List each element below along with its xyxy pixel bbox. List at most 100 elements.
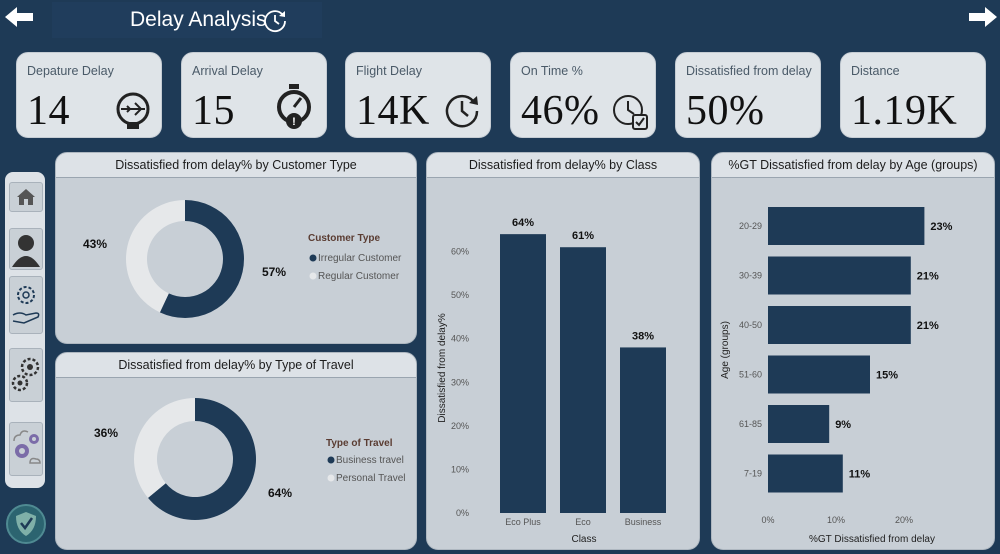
y-tick-label: 7-19 <box>744 469 762 479</box>
bar-value-label: 61% <box>572 230 594 242</box>
nav-cloud-gears-button[interactable] <box>9 422 43 476</box>
hbar-0 <box>768 207 925 245</box>
hbar-chart-age: 23% 20-29 21% 30-39 21% 40-50 15% 51-60 9% 61-85 1… <box>720 207 953 545</box>
legend-marker-business <box>327 456 335 464</box>
y-tick-label: 61-85 <box>739 419 762 429</box>
y-tick-label: 51-60 <box>739 370 762 380</box>
donut-slice-0 <box>159 200 244 318</box>
bar-1 <box>560 247 606 513</box>
bar-value-label: 9% <box>835 419 851 431</box>
bar-value-label: 38% <box>632 330 654 342</box>
legend-item: Personal Travel <box>336 473 405 484</box>
kpi-card-distance: Distance 1.19K <box>840 52 986 138</box>
donut-slice-0 <box>147 398 256 520</box>
bar-value-label: 64% <box>512 217 534 229</box>
svg-text:!: ! <box>292 116 296 128</box>
x-tick-label: Eco Plus <box>505 517 541 527</box>
bar-0 <box>500 234 546 513</box>
panel-class: Dissatisfied from delay% by Class 0% 10% 2… <box>426 152 700 550</box>
donut-chart-customer-type: Customer Type Irregular Customer Regular… <box>83 200 402 318</box>
kpi-label: Depature Delay <box>27 64 114 78</box>
legend-item: Business travel <box>336 455 404 466</box>
kpi-value: 50% <box>686 88 765 134</box>
legend-marker-regular <box>309 272 317 280</box>
clock-refresh-icon <box>445 94 479 128</box>
slice-label: 36% <box>94 426 118 440</box>
slice-label: 57% <box>262 265 286 279</box>
x-tick-label: Business <box>625 517 662 527</box>
page-title: Delay Analysis <box>130 8 267 31</box>
shield-logo-icon <box>6 504 46 544</box>
panel-customer-type: Dissatisfied from delay% by Customer Typ… <box>55 152 417 344</box>
hbar-1 <box>768 256 911 295</box>
kpi-label: Dissatisfied from delay <box>686 64 812 78</box>
x-axis-label: %GT Dissatisfied from delay <box>809 534 935 545</box>
forward-arrow-icon[interactable] <box>968 6 998 28</box>
nav-profile-button[interactable] <box>9 228 43 270</box>
kpi-value: 1.19K <box>851 88 958 134</box>
x-tick-label: 10% <box>827 515 845 525</box>
kpi-value: 15 <box>192 88 235 134</box>
kpi-card-arrival-delay: Arrival Delay 15 ! <box>181 52 327 138</box>
clock-refresh-icon <box>264 10 286 33</box>
y-tick-label: 20% <box>451 421 469 431</box>
bar-value-label: 11% <box>849 469 871 481</box>
hbar-4 <box>768 405 830 443</box>
legend-title: Customer Type <box>308 233 380 244</box>
y-axis-label: Age (groups) <box>720 321 731 379</box>
kpi-card-flight-delay: Flight Delay 14K <box>345 52 491 138</box>
stopwatch-warning-icon: ! <box>277 84 311 129</box>
y-tick-label: 40-50 <box>739 320 762 330</box>
bar-value-label: 23% <box>930 221 952 233</box>
nav-home-button[interactable] <box>9 182 43 212</box>
hbar-3 <box>768 355 870 394</box>
kpi-label: Flight Delay <box>356 64 422 78</box>
x-tick-label: Eco <box>575 517 591 527</box>
y-tick-label: 60% <box>451 247 469 257</box>
departure-clock-icon <box>116 92 150 129</box>
nav-settings-hand-button[interactable] <box>9 276 43 334</box>
back-arrow-icon[interactable] <box>4 6 34 28</box>
chart-title: Dissatisfied from delay% by Type of Trav… <box>56 353 416 378</box>
bar-2 <box>620 347 666 513</box>
gears-icon <box>11 357 40 392</box>
y-tick-label: 10% <box>451 464 469 474</box>
y-tick-label: 20-29 <box>739 221 762 231</box>
hbar-5 <box>768 454 843 493</box>
title-bar <box>52 2 322 38</box>
bar-value-label: 21% <box>917 271 939 283</box>
chart-title: %GT Dissatisfied from delay by Age (grou… <box>712 153 994 178</box>
donut-chart-type-of-travel: Type of Travel Business travel Personal … <box>94 398 405 520</box>
hbar-2 <box>768 306 911 344</box>
donut-slice-1 <box>125 200 185 313</box>
side-nav <box>5 172 45 488</box>
y-tick-label: 0% <box>456 508 469 518</box>
nav-gears-button[interactable] <box>9 348 43 402</box>
kpi-card-dissatisfied: Dissatisfied from delay 50% <box>675 52 821 138</box>
cloud-gears-icon <box>13 430 41 464</box>
y-tick-label: 50% <box>451 290 469 300</box>
legend-item: Regular Customer <box>318 271 400 282</box>
y-axis-label: Dissatisfied from delay% <box>437 313 448 423</box>
x-tick-label: 0% <box>761 515 774 525</box>
bar-chart-class: 0% 10% 20% 30% 40% 50% 60% 64% Eco Plus 61% Eco 38%… <box>437 217 666 545</box>
legend-marker-irregular <box>309 254 317 262</box>
donut-slice-1 <box>134 398 195 498</box>
legend-title: Type of Travel <box>326 438 393 449</box>
kpi-value: 14K <box>356 88 430 134</box>
kpi-value: 46% <box>521 88 600 134</box>
kpi-value: 14 <box>27 88 70 134</box>
chart-title: Dissatisfied from delay% by Customer Typ… <box>56 153 416 178</box>
gear-hand-icon <box>12 286 40 324</box>
x-tick-label: 20% <box>895 515 913 525</box>
home-icon <box>17 189 35 205</box>
slice-label: 64% <box>268 486 292 500</box>
bar-value-label: 15% <box>876 370 898 382</box>
panel-type-of-travel: Dissatisfied from delay% by Type of Trav… <box>55 352 417 550</box>
slice-label: 43% <box>83 237 107 251</box>
panel-age: %GT Dissatisfied from delay by Age (grou… <box>711 152 995 550</box>
kpi-label: Arrival Delay <box>192 64 263 78</box>
x-axis-label: Class <box>571 534 596 545</box>
kpi-label: Distance <box>851 64 900 78</box>
kpi-card-on-time: On Time % 46% <box>510 52 656 138</box>
